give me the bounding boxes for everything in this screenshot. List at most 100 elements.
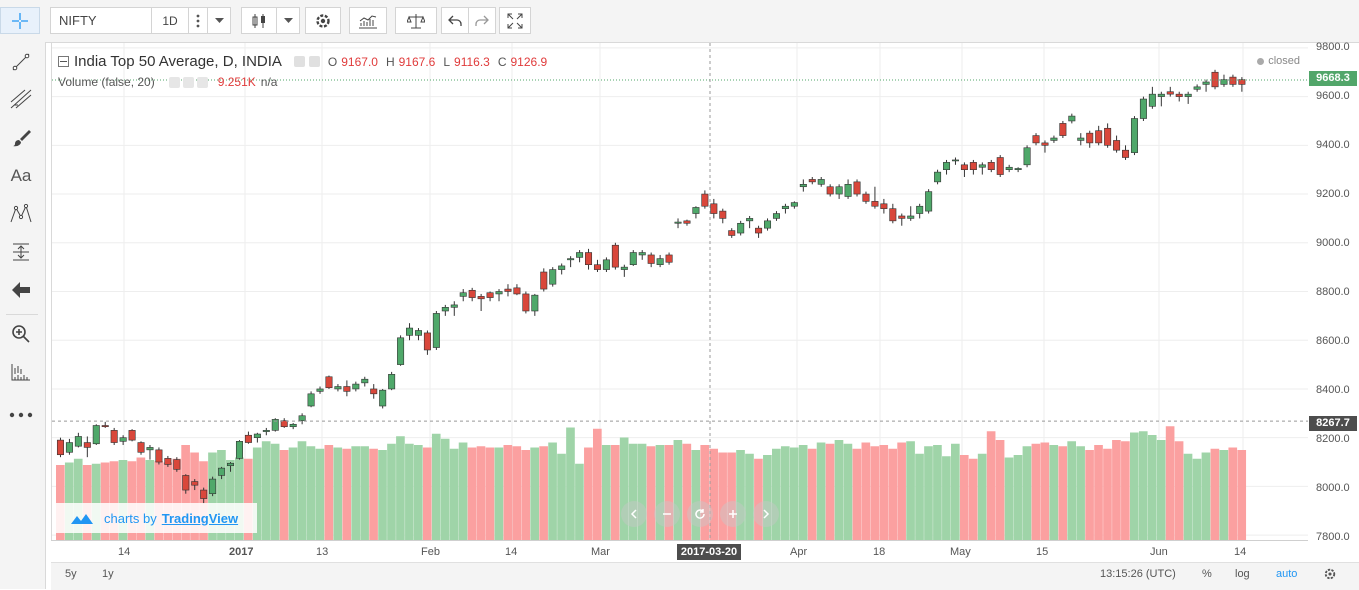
range-1y-button[interactable]: 1y — [102, 568, 114, 580]
price-tick: 7800.0 — [1316, 531, 1350, 543]
redo-button[interactable] — [468, 7, 496, 34]
volume-remove-icon[interactable] — [196, 76, 208, 88]
candle-body — [173, 459, 181, 470]
compare-button[interactable] — [395, 7, 437, 34]
price-tick: 8000.0 — [1316, 482, 1350, 494]
candle-body — [325, 376, 333, 389]
pitchfork-tool[interactable] — [3, 84, 39, 114]
candle-body — [1059, 123, 1067, 136]
scroll-right-button[interactable] — [753, 501, 779, 527]
candle-body — [253, 433, 261, 438]
candle-body — [504, 288, 512, 292]
more-tools-button[interactable] — [3, 400, 39, 430]
current-price-label: 9668.3 — [1309, 71, 1357, 86]
tradingview-watermark[interactable]: charts by TradingView — [54, 503, 257, 533]
text-tool[interactable]: Aa — [3, 161, 39, 191]
candle-body — [701, 193, 709, 207]
remove-drawings-tool[interactable] — [3, 275, 39, 305]
volume-bar — [530, 447, 539, 540]
watermark-brand[interactable]: TradingView — [161, 510, 239, 526]
chart-style-button[interactable] — [241, 7, 277, 34]
candle-body — [996, 157, 1004, 175]
scroll-left-button[interactable] — [621, 501, 647, 527]
volume-bar — [56, 465, 65, 540]
price-chart[interactable] — [52, 43, 1308, 540]
time-axis[interactable]: 14 2017 13 Feb 14 Mar Apr 18 May 15 Jun … — [51, 540, 1308, 563]
settings-button[interactable] — [305, 7, 341, 34]
candle-body — [361, 378, 369, 384]
top-toolbar: NIFTY 1D — [0, 0, 1359, 43]
measure-tool[interactable] — [3, 237, 39, 267]
indicators-button[interactable] — [349, 7, 387, 34]
volume-bar — [736, 450, 745, 540]
volume-hide-icon[interactable] — [182, 76, 194, 88]
log-scale-button[interactable]: log — [1235, 568, 1250, 580]
close-label: C — [497, 54, 507, 69]
candle-body — [388, 374, 396, 390]
volume-settings-icon[interactable] — [168, 76, 180, 88]
candle-body — [191, 481, 199, 486]
utc-clock[interactable]: 13:15:26 (UTC) — [1100, 568, 1176, 580]
collapse-legend-button[interactable] — [58, 56, 69, 67]
volume-bar — [494, 447, 504, 540]
arrow-left-icon — [12, 282, 30, 298]
candle-body — [397, 337, 405, 365]
percent-scale-button[interactable]: % — [1202, 568, 1212, 580]
volume-bar — [780, 446, 790, 540]
volume-bar — [593, 428, 602, 540]
volume-bar — [64, 462, 74, 540]
fullscreen-button[interactable] — [499, 7, 531, 34]
zoom-tool[interactable] — [3, 319, 39, 349]
volume-bar — [458, 442, 468, 540]
reset-chart-button[interactable] — [687, 501, 713, 527]
candle-body — [1086, 132, 1094, 144]
auto-scale-button[interactable]: auto — [1276, 568, 1298, 580]
undo-button[interactable] — [441, 7, 469, 34]
candle-body — [951, 159, 959, 162]
volume-bar — [1130, 432, 1139, 540]
trend-line-tool[interactable] — [3, 47, 39, 77]
zoom-in-button[interactable] — [720, 501, 746, 527]
volume-bar — [476, 446, 486, 540]
candle-body — [1068, 115, 1076, 122]
crosshair-tool-button[interactable] — [0, 7, 40, 34]
volume-bar — [1138, 431, 1148, 540]
brush-tool[interactable] — [3, 123, 39, 153]
volume-bar — [243, 458, 253, 540]
zoom-out-button[interactable] — [654, 501, 680, 527]
more-options-button[interactable] — [188, 7, 208, 34]
candle-body — [316, 388, 324, 392]
volume-bar — [888, 448, 897, 540]
interval-button[interactable]: 1D — [151, 7, 189, 34]
candle-body — [334, 386, 342, 390]
volume-bar — [342, 448, 352, 540]
chart-pane[interactable]: India Top 50 Average, D, INDIA O 9167.0 … — [51, 43, 1309, 540]
volume-bar — [906, 441, 915, 540]
candle-body — [978, 164, 986, 168]
symbol-input[interactable]: NIFTY — [50, 7, 152, 34]
interval-dropdown-button[interactable] — [207, 7, 231, 34]
volume-bar — [718, 452, 727, 540]
candle-body — [441, 307, 449, 312]
volume-bar — [1156, 440, 1166, 540]
pattern-tool[interactable] — [3, 199, 39, 229]
chart-settings-button[interactable] — [1323, 567, 1337, 584]
chart-style-dropdown-button[interactable] — [276, 7, 300, 34]
magnet-tool[interactable] — [3, 357, 39, 387]
volume-bar — [727, 452, 736, 540]
price-axis[interactable]: 9800.0 9600.0 9400.0 9200.0 9000.0 8800.… — [1308, 41, 1359, 543]
candle-body — [119, 437, 127, 442]
volume-bar — [1040, 442, 1050, 540]
candle-body — [1023, 147, 1031, 166]
range-5y-button[interactable]: 5y — [65, 568, 77, 580]
series-hide-icon[interactable] — [308, 56, 320, 67]
volume-bar — [646, 446, 656, 540]
series-settings-icon[interactable] — [293, 56, 305, 67]
candle-body — [209, 478, 217, 495]
series-legend: India Top 50 Average, D, INDIA O 9167.0 … — [58, 53, 547, 70]
candle-body — [817, 179, 825, 185]
candle-body — [629, 252, 637, 266]
volume-bar — [217, 450, 226, 540]
chevron-down-icon — [283, 17, 293, 23]
candle-body — [620, 266, 628, 270]
